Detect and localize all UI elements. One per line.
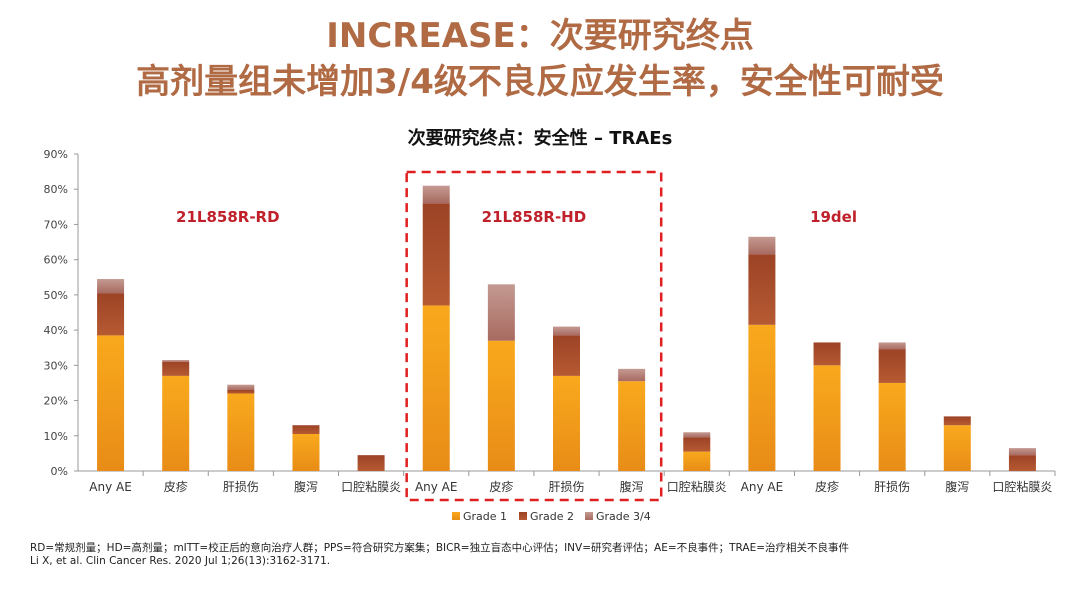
bar-segment-grade2 bbox=[422, 203, 450, 306]
bar-segment-grade2 bbox=[162, 361, 190, 376]
bar-segment-grade2 bbox=[227, 389, 255, 394]
x-tick-label: 腹泻 bbox=[620, 480, 644, 494]
x-tick-label: 肝损伤 bbox=[548, 480, 584, 494]
bar-segment-grade2 bbox=[683, 437, 711, 452]
x-tick-label: 口腔粘膜炎 bbox=[341, 479, 401, 494]
x-tick-label: 皮疹 bbox=[164, 479, 188, 494]
bar-segment-grade1 bbox=[878, 382, 906, 471]
bar-segment-grade1 bbox=[553, 375, 580, 471]
legend-item: Grade 2 bbox=[519, 510, 574, 523]
bar-segment-grade34 bbox=[878, 342, 906, 350]
x-tick-label: 口腔粘膜炎 bbox=[667, 479, 727, 494]
highlight-box bbox=[405, 170, 663, 502]
legend-item: Grade 3/4 bbox=[585, 510, 651, 523]
slide-title-line-2: 高剂量组未增加3/4级不良反应发生率，安全性可耐受 bbox=[136, 62, 944, 102]
bar-segment-grade1 bbox=[943, 425, 971, 471]
bar-segment-grade2 bbox=[878, 349, 906, 383]
y-tick-label: 10% bbox=[44, 430, 68, 443]
legend-label: Grade 3/4 bbox=[596, 510, 651, 523]
group-label: 21L858R-HD bbox=[482, 208, 587, 226]
citation: Li X, et al. Clin Cancer Res. 2020 Jul 1… bbox=[30, 555, 331, 567]
y-tick-label: 20% bbox=[44, 395, 68, 408]
bar-segment-grade1 bbox=[813, 365, 841, 471]
bar-segment-grade1 bbox=[97, 335, 125, 471]
bar-segment-grade1 bbox=[227, 393, 255, 471]
x-tick-label: Any AE bbox=[89, 480, 132, 494]
legend-item: Grade 1 bbox=[452, 510, 507, 523]
x-tick-label: 腹泻 bbox=[945, 480, 969, 494]
bar-segment-grade1 bbox=[748, 324, 776, 471]
legend-swatch bbox=[585, 512, 593, 520]
footnote-abbreviations: RD=常规剂量；HD=高剂量；mITT=校正后的意向治疗人群；PPS=符合研究方… bbox=[30, 542, 850, 554]
group-label: 21L858R-RD bbox=[176, 208, 280, 226]
y-tick-label: 60% bbox=[44, 254, 68, 267]
bar-segment-grade34 bbox=[683, 432, 711, 438]
y-tick-label: 30% bbox=[44, 359, 68, 372]
bar-segment-grade1 bbox=[292, 434, 320, 471]
y-tick-label: 70% bbox=[44, 218, 68, 231]
x-tick-label: 腹泻 bbox=[294, 480, 318, 494]
x-tick-label: 肝损伤 bbox=[874, 480, 910, 494]
bar-segment-grade34 bbox=[487, 284, 515, 341]
bar-segment-grade1 bbox=[422, 305, 450, 471]
bar-segment-grade34 bbox=[618, 368, 646, 382]
bar-segment-grade2 bbox=[813, 342, 841, 366]
y-tick-label: 50% bbox=[44, 289, 68, 302]
chart-title: 次要研究终点：安全性 – TRAEs bbox=[407, 128, 673, 149]
bar-segment-grade34 bbox=[227, 384, 255, 390]
legend-swatch bbox=[452, 512, 460, 520]
bar-segment-grade2 bbox=[553, 335, 580, 376]
x-tick-label: Any AE bbox=[415, 480, 458, 494]
x-tick-label: 皮疹 bbox=[815, 479, 839, 494]
bar-segment-grade1 bbox=[618, 381, 646, 471]
legend-label: Grade 2 bbox=[530, 510, 574, 523]
bar-segment-grade1 bbox=[162, 375, 190, 471]
bar-segment-grade2 bbox=[97, 293, 125, 336]
bar-segment-grade34 bbox=[1008, 448, 1036, 456]
y-tick-label: 90% bbox=[44, 148, 68, 161]
bar-segment-grade2 bbox=[943, 416, 971, 426]
x-tick-label: 皮疹 bbox=[489, 479, 513, 494]
slide-title-line-1: INCREASE：次要研究终点 bbox=[326, 16, 754, 56]
y-tick-label: 0% bbox=[51, 465, 68, 478]
bar-segment-grade34 bbox=[162, 360, 190, 362]
bar-segment-grade2 bbox=[292, 425, 320, 435]
y-tick-label: 80% bbox=[44, 183, 68, 196]
x-tick-label: 肝损伤 bbox=[223, 480, 259, 494]
bar-segment-grade34 bbox=[748, 236, 776, 255]
bar-segment-grade2 bbox=[1008, 455, 1036, 471]
bar-segment-grade2 bbox=[748, 254, 776, 325]
bar-segment-grade34 bbox=[422, 185, 450, 204]
bar-segment-grade1 bbox=[683, 451, 711, 471]
x-tick-label: 口腔粘膜炎 bbox=[992, 479, 1052, 494]
legend-label: Grade 1 bbox=[463, 510, 507, 523]
x-tick-label: Any AE bbox=[741, 480, 784, 494]
bar-segment-grade34 bbox=[97, 279, 125, 294]
legend-swatch bbox=[519, 512, 527, 520]
group-label: 19del bbox=[810, 208, 857, 226]
bar-segment-grade1 bbox=[487, 340, 515, 471]
bar-segment-grade2 bbox=[357, 455, 385, 471]
y-tick-label: 40% bbox=[44, 324, 68, 337]
bar-segment-grade34 bbox=[553, 326, 580, 336]
